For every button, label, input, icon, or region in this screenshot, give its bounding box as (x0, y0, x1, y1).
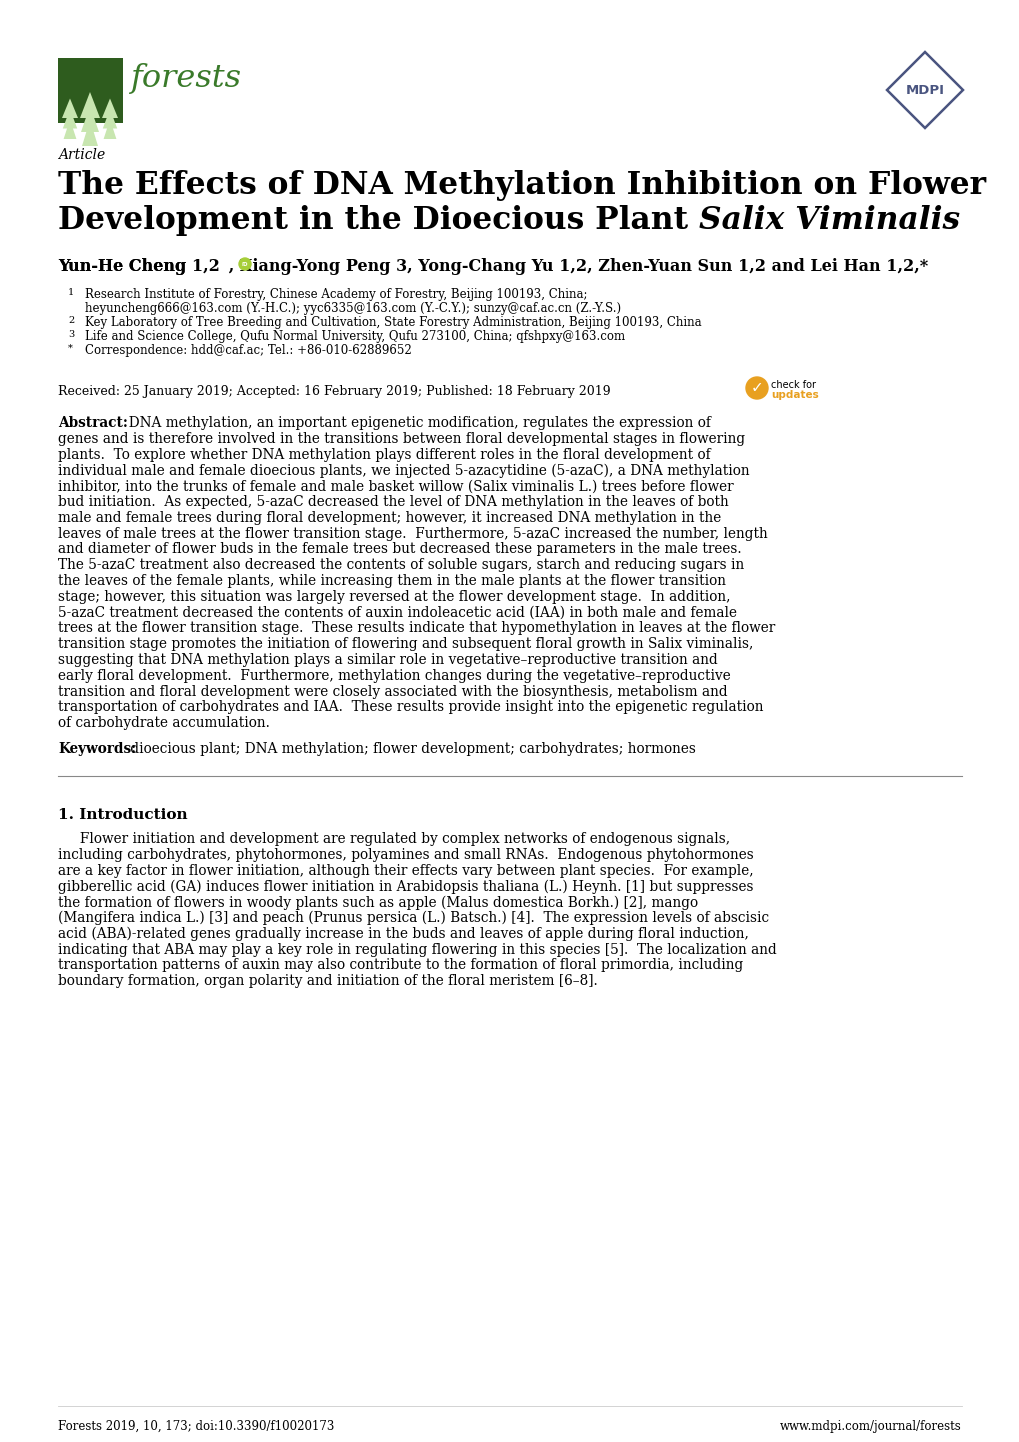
Text: 1: 1 (68, 288, 74, 297)
Text: leaves of male trees at the flower transition stage.  Furthermore, 5-azaC increa: leaves of male trees at the flower trans… (58, 526, 767, 541)
Text: bud initiation.  As expected, 5-azaC decreased the level of DNA methylation in t: bud initiation. As expected, 5-azaC decr… (58, 495, 728, 509)
Polygon shape (79, 92, 100, 118)
Text: The 5-azaC treatment also decreased the contents of soluble sugars, starch and r: The 5-azaC treatment also decreased the … (58, 558, 744, 572)
Text: the formation of flowers in woody plants such as apple (Malus domestica Borkh.) : the formation of flowers in woody plants… (58, 895, 697, 910)
Polygon shape (104, 120, 116, 138)
Text: Received: 25 January 2019; Accepted: 16 February 2019; Published: 18 February 20: Received: 25 January 2019; Accepted: 16 … (58, 385, 610, 398)
Text: MDPI: MDPI (905, 84, 944, 97)
FancyBboxPatch shape (58, 58, 123, 123)
Text: ✓: ✓ (750, 381, 762, 395)
Text: DNA methylation, an important epigenetic modification, regulates the expression : DNA methylation, an important epigenetic… (120, 415, 710, 430)
Text: Salix Viminalis: Salix Viminalis (698, 205, 959, 236)
Text: gibberellic acid (GA) induces flower initiation in Arabidopsis thaliana (L.) Hey: gibberellic acid (GA) induces flower ini… (58, 880, 753, 894)
Text: and diameter of flower buds in the female trees but decreased these parameters i: and diameter of flower buds in the femal… (58, 542, 741, 557)
Text: individual male and female dioecious plants, we injected 5-azacytidine (5-azaC),: individual male and female dioecious pla… (58, 463, 749, 477)
Text: Correspondence: hdd@caf.ac; Tel.: +86-010-62889652: Correspondence: hdd@caf.ac; Tel.: +86-01… (85, 345, 412, 358)
Text: The Effects of DNA Methylation Inhibition on Flower: The Effects of DNA Methylation Inhibitio… (58, 170, 985, 200)
Text: trees at the flower transition stage.  These results indicate that hypomethylati: trees at the flower transition stage. Th… (58, 622, 774, 636)
Text: acid (ABA)-related genes gradually increase in the buds and leaves of apple duri: acid (ABA)-related genes gradually incre… (58, 927, 748, 942)
Text: 2: 2 (68, 316, 74, 324)
Text: 1. Introduction: 1. Introduction (58, 808, 187, 822)
Text: Forests 2019, 10, 173; doi:10.3390/f10020173: Forests 2019, 10, 173; doi:10.3390/f1002… (58, 1420, 334, 1433)
Text: genes and is therefore involved in the transitions between floral developmental : genes and is therefore involved in the t… (58, 431, 745, 446)
FancyBboxPatch shape (68, 118, 72, 125)
Text: the leaves of the female plants, while increasing them in the male plants at the: the leaves of the female plants, while i… (58, 574, 726, 588)
Text: dioecious plant; DNA methylation; flower development; carbohydrates; hormones: dioecious plant; DNA methylation; flower… (126, 743, 695, 756)
Text: 3: 3 (68, 330, 74, 339)
Text: including carbohydrates, phytohormones, polyamines and small RNAs.  Endogenous p: including carbohydrates, phytohormones, … (58, 848, 753, 862)
Polygon shape (102, 98, 118, 118)
Text: 5-azaC treatment decreased the contents of auxin indoleacetic acid (IAA) in both: 5-azaC treatment decreased the contents … (58, 606, 737, 620)
Polygon shape (81, 107, 99, 133)
Text: indicating that ABA may play a key role in regulating flowering in this species : indicating that ABA may play a key role … (58, 943, 776, 956)
Circle shape (238, 258, 251, 270)
Text: Flower initiation and development are regulated by complex networks of endogenou: Flower initiation and development are re… (58, 832, 730, 846)
Text: *: * (68, 345, 72, 353)
Polygon shape (82, 120, 98, 146)
Text: updates: updates (770, 389, 818, 399)
Text: transition stage promotes the initiation of flowering and subsequent floral grow: transition stage promotes the initiation… (58, 637, 753, 652)
Text: heyuncheng666@163.com (Y.-H.C.); yyc6335@163.com (Y.-C.Y.); sunzy@caf.ac.cn (Z.-: heyuncheng666@163.com (Y.-H.C.); yyc6335… (85, 301, 621, 314)
Text: check for: check for (770, 381, 815, 389)
Text: plants.  To explore whether DNA methylation plays different roles in the floral : plants. To explore whether DNA methylati… (58, 447, 710, 461)
Text: forests: forests (130, 63, 242, 94)
Text: transportation patterns of auxin may also contribute to the formation of floral : transportation patterns of auxin may als… (58, 959, 743, 972)
Text: early floral development.  Furthermore, methylation changes during the vegetativ: early floral development. Furthermore, m… (58, 669, 730, 684)
Text: boundary formation, organ polarity and initiation of the floral meristem [6–8].: boundary formation, organ polarity and i… (58, 975, 597, 988)
Text: iD: iD (242, 261, 248, 267)
Polygon shape (887, 52, 962, 128)
Text: transition and floral development were closely associated with the biosynthesis,: transition and floral development were c… (58, 685, 727, 698)
Text: of carbohydrate accumulation.: of carbohydrate accumulation. (58, 717, 270, 730)
Text: Article: Article (58, 149, 105, 162)
Text: Life and Science College, Qufu Normal University, Qufu 273100, China; qfshpxy@16: Life and Science College, Qufu Normal Un… (85, 330, 625, 343)
Text: Keywords:: Keywords: (58, 743, 136, 756)
Polygon shape (63, 120, 76, 138)
Text: Yun-He Cheng 1,2  , Xiang-Yong Peng 3, Yong-Chang Yu 1,2, Zhen-Yuan Sun 1,2 and : Yun-He Cheng 1,2 , Xiang-Yong Peng 3, Yo… (58, 258, 927, 275)
Text: www.mdpi.com/journal/forests: www.mdpi.com/journal/forests (780, 1420, 961, 1433)
Text: Development in the Dioecious Plant: Development in the Dioecious Plant (58, 205, 698, 236)
Text: are a key factor in flower initiation, although their effects vary between plant: are a key factor in flower initiation, a… (58, 864, 753, 878)
FancyBboxPatch shape (108, 118, 112, 125)
Text: inhibitor, into the trunks of female and male basket willow (Salix viminalis L.): inhibitor, into the trunks of female and… (58, 479, 733, 493)
Text: stage; however, this situation was largely reversed at the flower development st: stage; however, this situation was large… (58, 590, 730, 604)
Text: Abstract:: Abstract: (58, 415, 127, 430)
Polygon shape (62, 98, 77, 118)
Polygon shape (103, 110, 117, 128)
Polygon shape (63, 110, 77, 128)
Text: suggesting that DNA methylation plays a similar role in vegetative–reproductive : suggesting that DNA methylation plays a … (58, 653, 717, 668)
Text: Key Laboratory of Tree Breeding and Cultivation, State Forestry Administration, : Key Laboratory of Tree Breeding and Cult… (85, 316, 701, 329)
Text: Research Institute of Forestry, Chinese Academy of Forestry, Beijing 100193, Chi: Research Institute of Forestry, Chinese … (85, 288, 587, 301)
Text: (Mangifera indica L.) [3] and peach (Prunus persica (L.) Batsch.) [4].  The expr: (Mangifera indica L.) [3] and peach (Pru… (58, 911, 768, 926)
Text: male and female trees during floral development; however, it increased DNA methy: male and female trees during floral deve… (58, 510, 720, 525)
Text: transportation of carbohydrates and IAA.  These results provide insight into the: transportation of carbohydrates and IAA.… (58, 701, 763, 714)
Text: Yun-He Cheng: Yun-He Cheng (58, 258, 192, 275)
Circle shape (745, 376, 767, 399)
FancyBboxPatch shape (88, 118, 92, 125)
Text: Development in the Dioecious Plant: Development in the Dioecious Plant (58, 205, 698, 236)
